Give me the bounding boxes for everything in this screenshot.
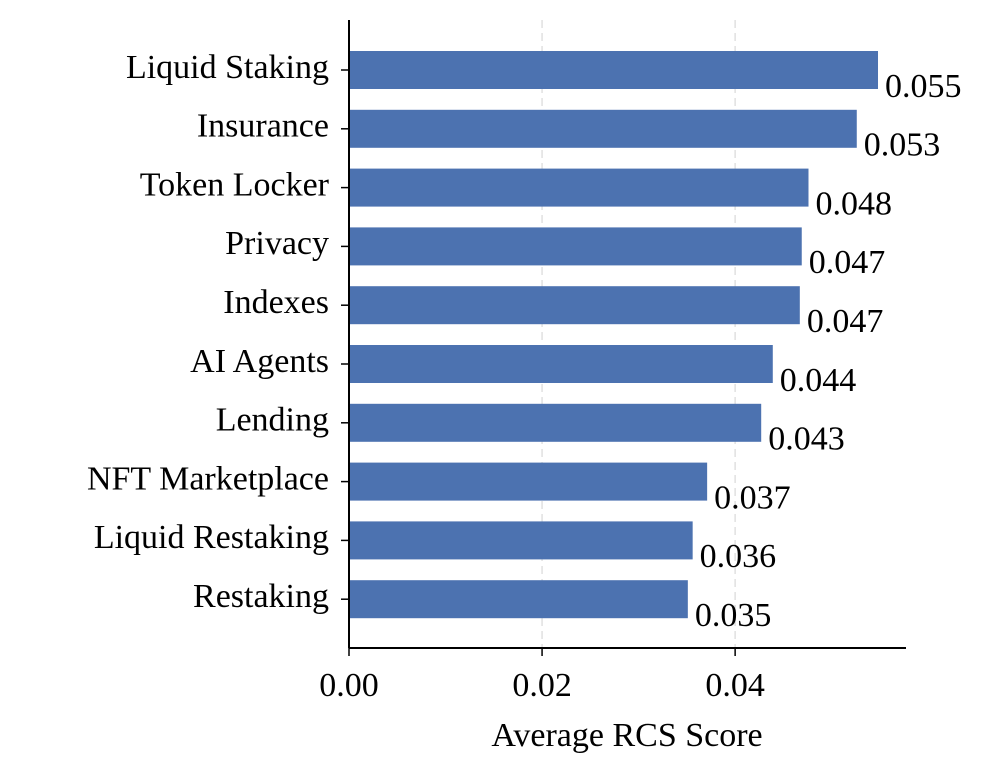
- value-label: 0.035: [695, 597, 772, 634]
- bar: [349, 168, 809, 207]
- value-label: 0.048: [816, 185, 893, 222]
- value-label: 0.043: [768, 421, 845, 458]
- y-tick-label: Insurance: [197, 108, 329, 145]
- bar: [349, 403, 762, 442]
- value-label: 0.044: [780, 362, 857, 399]
- bar: [349, 109, 857, 148]
- y-tick-label: Lending: [216, 402, 329, 439]
- y-tick-label: Liquid Restaking: [94, 519, 329, 556]
- bar: [349, 286, 800, 325]
- y-tick-label: Privacy: [225, 225, 329, 262]
- bar: [349, 345, 773, 383]
- value-label: 0.036: [700, 538, 777, 575]
- y-tick-label: Restaking: [193, 578, 329, 615]
- y-tick-label: Liquid Staking: [126, 49, 329, 86]
- bar: [349, 580, 688, 619]
- y-tick-label: Indexes: [223, 284, 329, 321]
- y-tick-label: NFT Marketplace: [87, 460, 329, 497]
- bar: [349, 227, 802, 266]
- x-tick-label: 0.02: [512, 667, 572, 704]
- bar: [349, 521, 693, 560]
- bar: [349, 462, 708, 501]
- value-label: 0.037: [714, 479, 791, 516]
- value-label: 0.047: [807, 303, 884, 340]
- y-tick-label: Token Locker: [140, 166, 330, 203]
- x-axis-label: Average RCS Score: [491, 717, 762, 754]
- bar: [349, 51, 879, 89]
- value-label: 0.047: [809, 244, 886, 281]
- y-tick-label: AI Agents: [190, 343, 329, 380]
- x-tick-label: 0.04: [705, 667, 765, 704]
- x-tick-label: 0.00: [319, 667, 379, 704]
- value-label: 0.055: [885, 68, 962, 105]
- value-label: 0.053: [864, 127, 941, 164]
